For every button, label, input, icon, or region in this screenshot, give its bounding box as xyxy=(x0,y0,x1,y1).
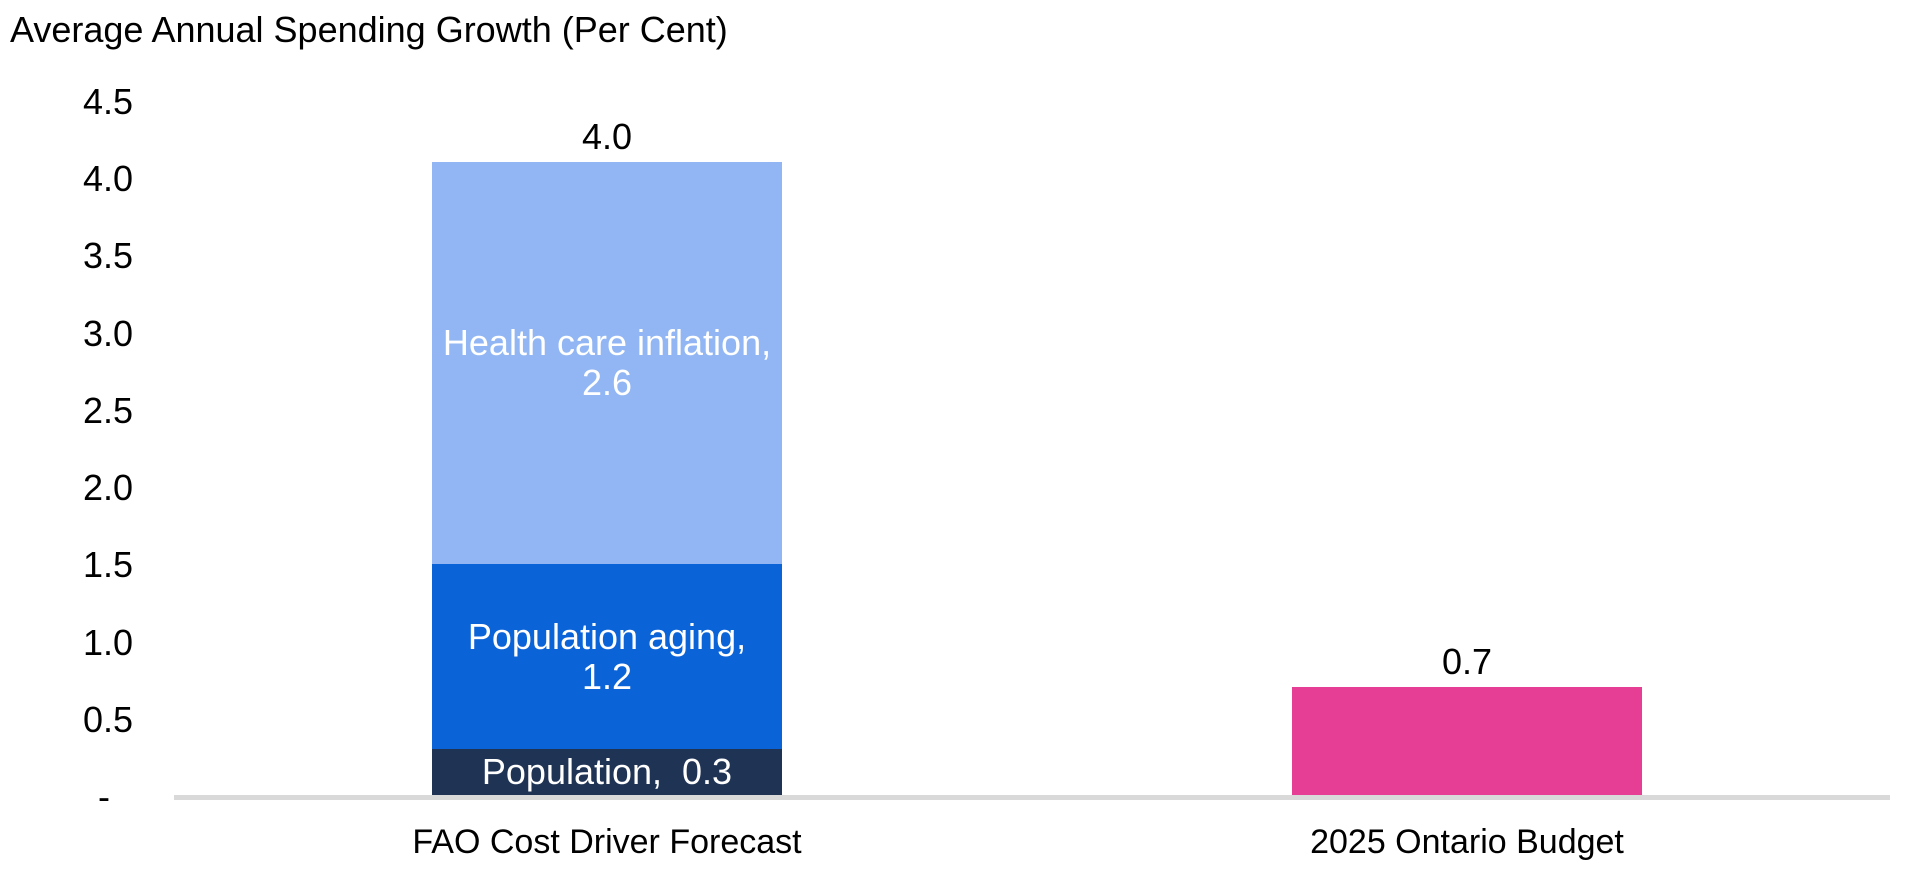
bar-segment-2025-ontario-budget xyxy=(1292,687,1642,795)
y-tick-0-5: 0.5 xyxy=(82,698,133,740)
segment-label-line: Population aging, xyxy=(467,615,747,657)
segment-label-line: Population, 0.3 xyxy=(481,751,733,792)
y-tick-1-5: 1.5 xyxy=(82,544,133,586)
bar-fao-cost-driver-forecast: Health care inflation, 2.6 Population agin… xyxy=(432,162,782,795)
y-tick-2-5: 2.5 xyxy=(82,389,133,431)
bar-total-label: 4.0 xyxy=(581,116,633,157)
segment-label-line: 1.2 xyxy=(581,655,633,697)
y-tick-3-0: 3.0 xyxy=(82,312,133,354)
segment-label-line: 2.6 xyxy=(581,362,633,403)
x-category-label: FAO Cost Driver Forecast xyxy=(412,823,802,861)
y-tick-3-5: 3.5 xyxy=(82,235,133,277)
y-tick-1-0: 1.0 xyxy=(82,621,133,663)
x-axis-line xyxy=(174,795,1890,800)
x-category-label: 2025 Ontario Budget xyxy=(1310,823,1624,861)
chart-title: Average Annual Spending Growth (Per Cent… xyxy=(10,9,728,50)
bar-total-label: 0.7 xyxy=(1441,641,1493,682)
bar-segment-population-aging: Population aging, 1.2 xyxy=(432,564,782,749)
segment-label-line: Health care inflation, xyxy=(442,322,772,363)
y-tick-4-5: 4.5 xyxy=(82,81,133,122)
y-tick-4-0: 4.0 xyxy=(82,158,133,200)
bar-segment-health-care-inflation: Health care inflation, 2.6 xyxy=(432,162,782,564)
bar-2025-ontario-budget xyxy=(1292,687,1642,795)
y-tick-zero: - xyxy=(98,776,110,817)
bar-segment-population: Population, 0.3 xyxy=(432,749,782,795)
y-tick-2-0: 2.0 xyxy=(82,467,133,509)
